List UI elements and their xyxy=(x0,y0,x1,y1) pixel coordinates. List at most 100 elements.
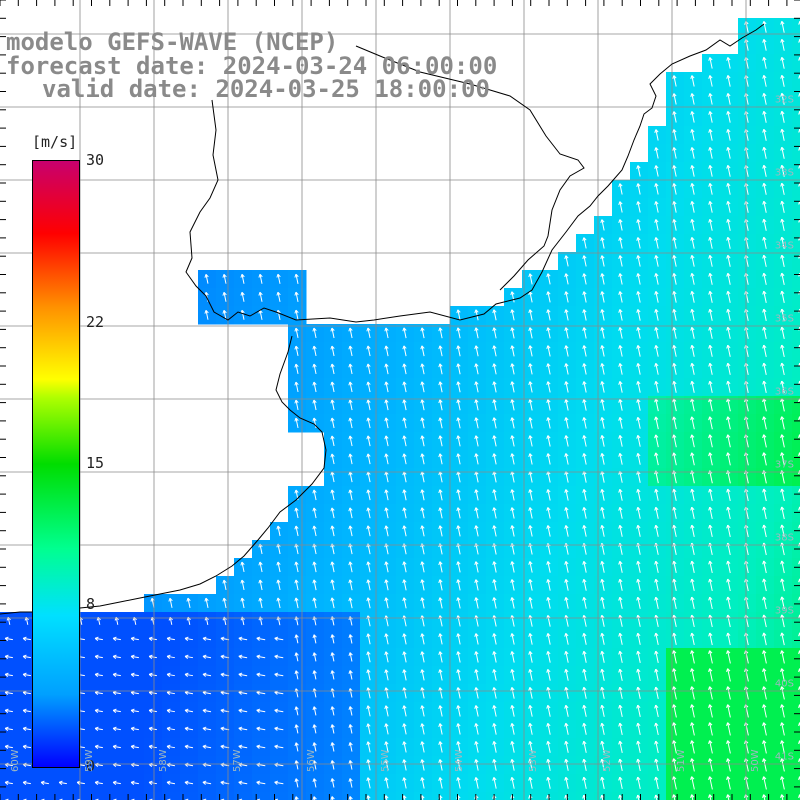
wind-arrow xyxy=(781,452,785,466)
wind-arrowhead xyxy=(528,363,531,368)
wind-arrow xyxy=(673,615,677,627)
wind-arrowhead xyxy=(726,740,729,745)
wind-arrowhead xyxy=(493,363,497,367)
wind-arrow xyxy=(619,309,623,321)
wind-arrowhead xyxy=(403,723,407,727)
wind-arrow xyxy=(238,673,248,677)
wind-arrowhead xyxy=(94,654,99,657)
wind-arrowhead xyxy=(220,691,224,695)
wind-arrow xyxy=(691,614,695,628)
wind-arrowhead xyxy=(565,435,569,439)
wind-arrowhead xyxy=(654,507,657,511)
wind-arrowhead xyxy=(601,524,605,529)
wind-arrow xyxy=(781,524,785,538)
wind-arrowhead xyxy=(220,726,225,729)
wind-arrow xyxy=(403,759,407,771)
wind-arrowhead xyxy=(565,668,569,673)
wind-arrowhead xyxy=(547,273,551,277)
wind-arrowhead xyxy=(456,579,459,584)
wind-arrowhead xyxy=(312,760,315,765)
wind-arrow xyxy=(385,795,388,800)
wind-arrow xyxy=(403,525,407,537)
wind-arrow xyxy=(457,345,461,357)
wind-arrowhead xyxy=(600,417,603,421)
wind-arrow xyxy=(583,741,587,753)
wind-arrowhead xyxy=(367,507,371,511)
wind-arrowhead xyxy=(636,345,639,349)
wind-arrowhead xyxy=(780,165,783,169)
wind-arrow xyxy=(169,617,173,625)
wind-arrowhead xyxy=(744,740,747,745)
wind-arrow xyxy=(113,637,121,641)
wind-arrowhead xyxy=(492,489,495,494)
wind-arrowhead xyxy=(112,636,117,639)
wind-arrowhead xyxy=(655,596,659,601)
wind-arrowhead xyxy=(762,183,765,187)
wind-arrow xyxy=(637,453,641,465)
wind-arrowhead xyxy=(565,417,569,421)
wind-arrowhead xyxy=(492,345,495,350)
wind-arrowhead xyxy=(256,745,260,749)
wind-arrowhead xyxy=(166,780,171,783)
wind-arrowhead xyxy=(582,777,585,781)
wind-arrowhead xyxy=(456,525,459,530)
wind-arrow xyxy=(439,741,443,753)
wind-arrowhead xyxy=(421,687,425,691)
wind-arrow xyxy=(547,471,551,483)
wind-arrowhead xyxy=(780,560,783,565)
wind-arrowhead xyxy=(762,237,765,241)
wind-arrow xyxy=(547,759,551,771)
wind-arrowhead xyxy=(492,633,495,637)
wind-arrowhead xyxy=(348,579,351,584)
wind-arrow xyxy=(565,381,569,393)
wind-arrow xyxy=(115,617,119,625)
wind-arrow xyxy=(727,470,731,484)
wind-cell xyxy=(792,360,800,379)
wind-arrow xyxy=(439,705,443,717)
wind-arrow xyxy=(709,686,713,700)
wind-cell xyxy=(414,792,433,800)
wind-arrow xyxy=(403,741,407,753)
wind-arrowhead xyxy=(619,237,623,241)
wind-arrowhead xyxy=(655,614,659,619)
wind-arrowhead xyxy=(420,507,423,512)
wind-arrowhead xyxy=(763,650,767,654)
wind-arrowhead xyxy=(780,362,783,367)
wind-arrow xyxy=(691,489,695,501)
wind-arrow xyxy=(439,777,443,789)
wind-arrow xyxy=(23,727,31,731)
wind-arrowhead xyxy=(727,506,731,511)
wind-arrowhead xyxy=(636,776,639,781)
wind-arrowhead xyxy=(274,637,278,641)
wind-arrowhead xyxy=(637,632,641,637)
wind-arrow xyxy=(277,597,281,609)
wind-arrowhead xyxy=(708,776,711,781)
wind-arrowhead xyxy=(349,652,353,656)
wind-arrowhead xyxy=(655,362,659,367)
wind-arrowhead xyxy=(726,488,729,493)
wind-cell xyxy=(792,306,800,325)
wind-arrow xyxy=(313,345,317,357)
wind-arrow xyxy=(385,759,389,771)
wind-arrow xyxy=(709,111,713,123)
wind-arrowhead xyxy=(367,561,371,565)
wind-arrow xyxy=(493,399,497,411)
wind-arrowhead xyxy=(636,651,639,655)
wind-arrowhead xyxy=(438,597,441,602)
wind-arrowhead xyxy=(420,525,423,530)
wind-arrow xyxy=(295,310,299,320)
wind-arrowhead xyxy=(780,201,783,205)
wind-arrowhead xyxy=(492,309,495,314)
wind-arrowhead xyxy=(529,507,533,511)
wind-arrowhead xyxy=(798,686,800,691)
wind-arrowhead xyxy=(547,327,551,331)
wind-arrowhead xyxy=(510,327,513,332)
wind-arrow xyxy=(385,543,389,555)
wind-arrow xyxy=(547,489,551,501)
wind-arrowhead xyxy=(474,669,477,673)
wind-arrowhead xyxy=(366,579,369,584)
wind-arrow xyxy=(529,561,533,573)
wind-arrowhead xyxy=(130,745,135,749)
wind-arrow xyxy=(187,617,191,625)
wind-arrow xyxy=(583,489,587,501)
